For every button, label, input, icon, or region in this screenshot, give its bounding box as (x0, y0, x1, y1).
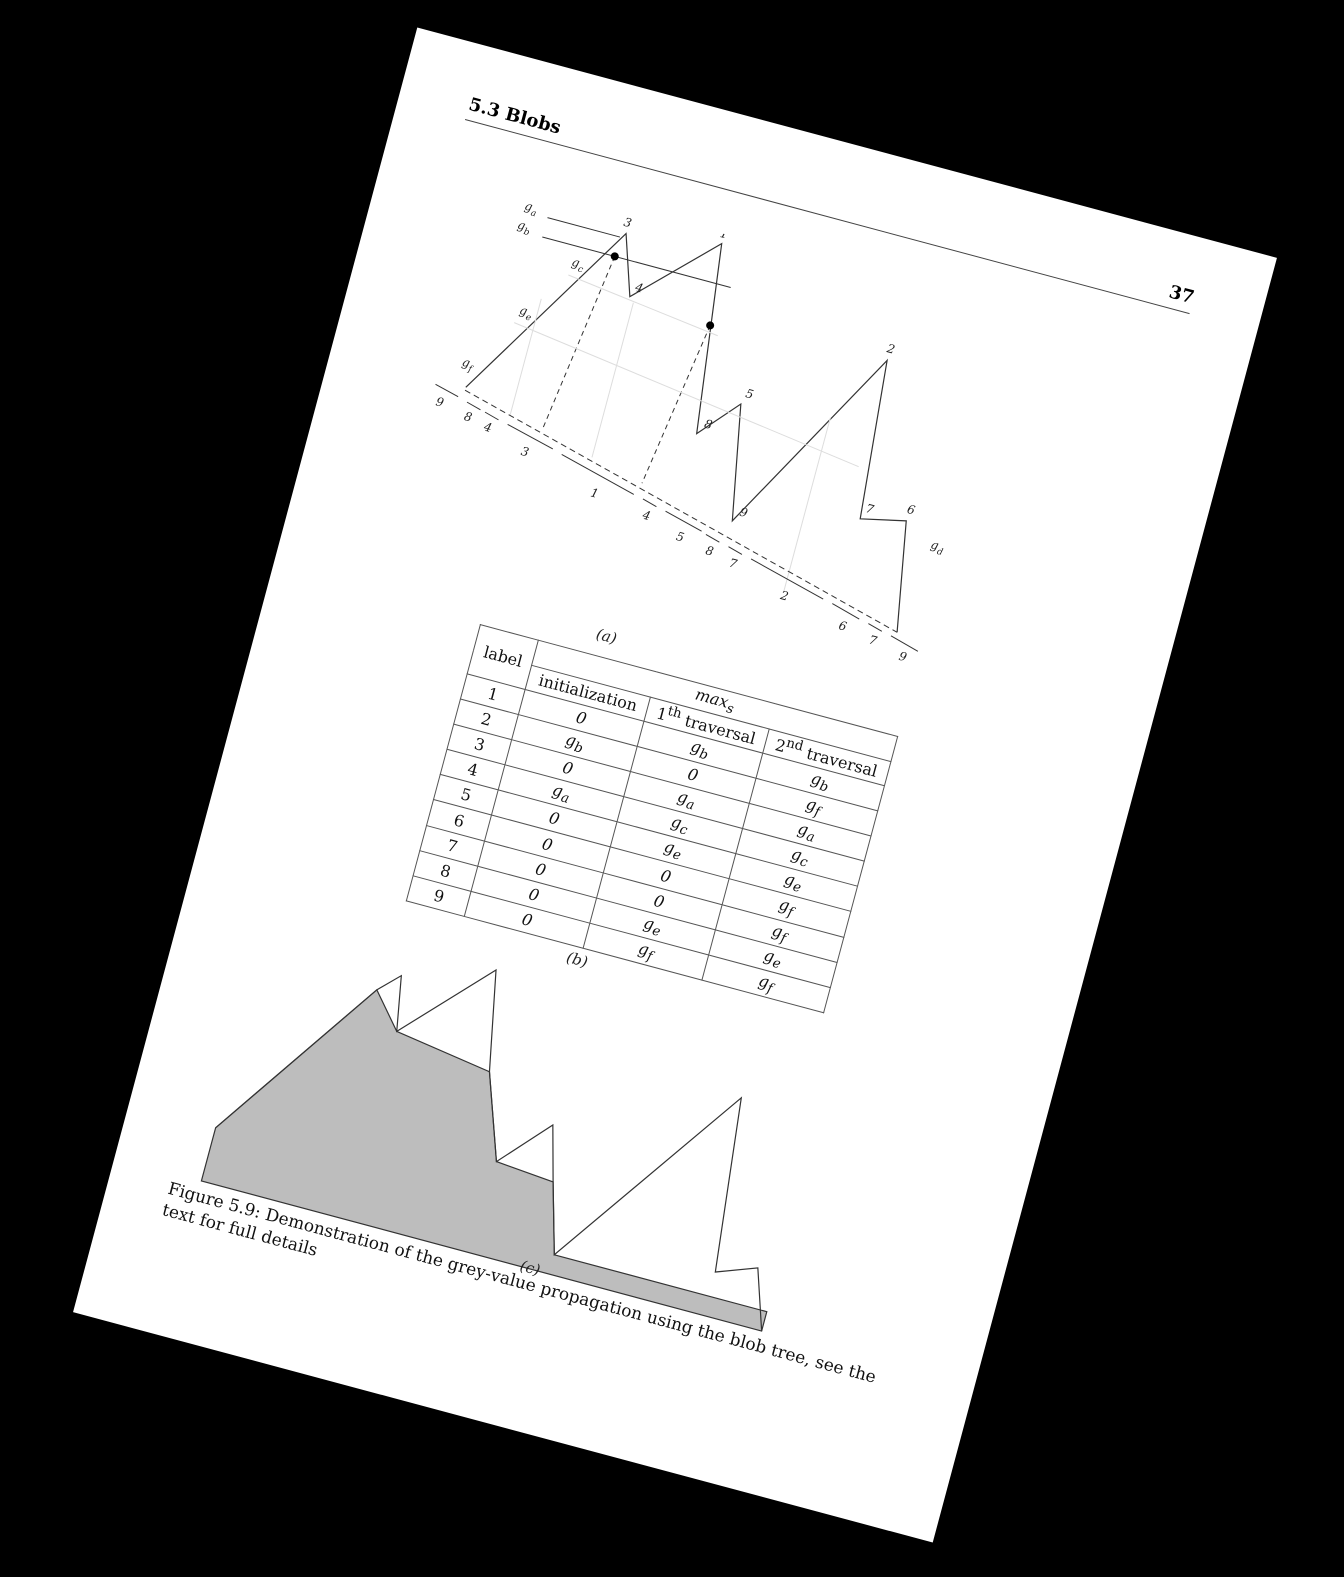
document-page: 5.3 Blobs 37 (73, 27, 1277, 1543)
interval-label-7b: 7 (868, 633, 879, 649)
interval-arrows (435, 383, 919, 652)
faint-grid (509, 274, 859, 592)
peak-label-1: 1 (719, 226, 730, 242)
peak-label-7: 7 (864, 501, 875, 517)
dashed-drop-2 (641, 325, 711, 484)
label-g-b: gb (515, 217, 533, 238)
figure-a-labels: ga gb gc ge gf gd 3 1 4 2 5 8 7 6 9 9 8 … (434, 199, 946, 665)
interval-label-8a: 8 (463, 409, 474, 425)
interval-label-2: 2 (778, 588, 790, 604)
peak-label-4: 4 (633, 280, 645, 296)
peak-label-6: 6 (906, 502, 917, 518)
interval-label-4a: 4 (482, 419, 494, 435)
interval-label-5: 5 (675, 529, 686, 545)
interval-label-6: 6 (837, 618, 848, 634)
figure-a-profile: ga gb gc ge gf gd 3 1 4 2 5 8 7 6 9 9 8 … (434, 199, 946, 665)
interval-label-4b: 4 (640, 507, 652, 523)
label-g-f: gf (460, 355, 477, 376)
interval-label-9a: 9 (434, 394, 445, 410)
section-title: 5.3 Blobs (466, 93, 564, 139)
grey-level-line-b (542, 236, 731, 288)
interval-label-8b: 8 (704, 543, 715, 559)
peak-label-5: 5 (744, 386, 755, 402)
dashed-drop-1 (542, 256, 616, 429)
interval-label-9b: 9 (897, 649, 908, 665)
page-number: 37 (1166, 281, 1197, 309)
label-g-d: gd (928, 537, 946, 558)
interval-label-1: 1 (589, 485, 600, 501)
marker-dot-1 (610, 252, 619, 261)
table-b-sublabel: (b) (564, 948, 590, 972)
label-g-a: ga (522, 199, 539, 220)
peak-label-2: 2 (885, 341, 897, 357)
dashed-baseline (464, 389, 898, 633)
peak-label-9: 9 (738, 505, 749, 521)
profile-curve (465, 232, 907, 633)
figure-a-sublabel: (a) (594, 624, 619, 648)
peak-label-3: 3 (622, 215, 633, 231)
label-g-c: gc (569, 255, 586, 276)
interval-label-3: 3 (519, 444, 530, 460)
label-g-e: ge (517, 303, 534, 324)
interval-label-7a: 7 (728, 556, 739, 572)
figure-c-filled-profile (200, 968, 768, 1332)
peak-label-8: 8 (703, 417, 714, 433)
marker-dot-2 (706, 321, 715, 330)
grey-level-line-a (547, 217, 621, 238)
profile-outline (215, 968, 763, 1332)
